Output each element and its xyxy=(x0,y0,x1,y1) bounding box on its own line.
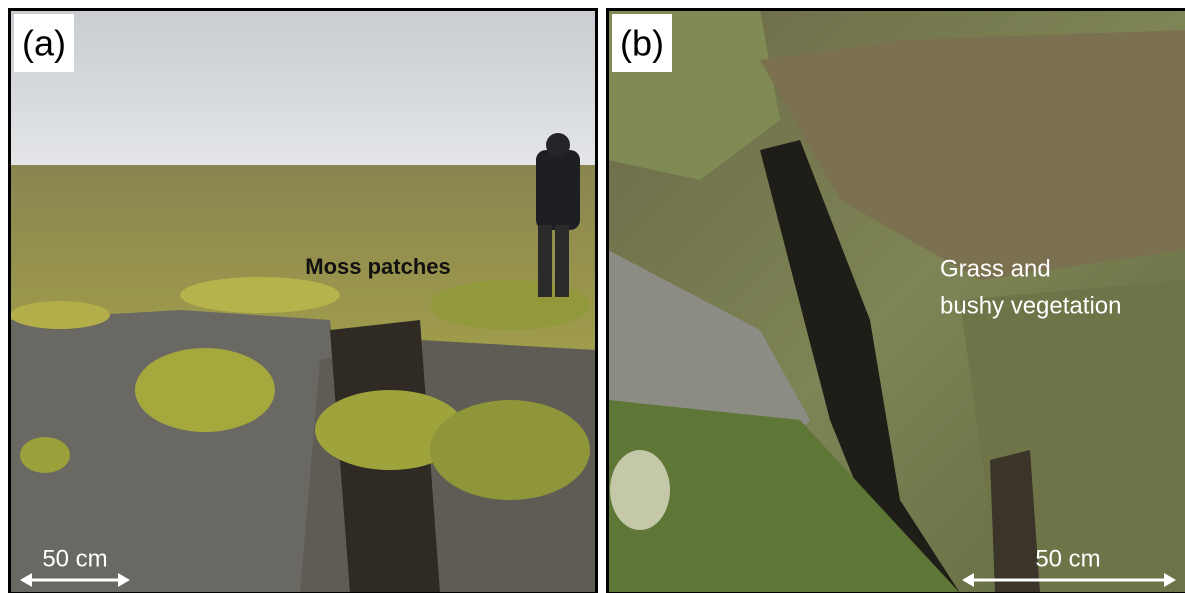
photo-b xyxy=(608,10,1185,593)
panel-label: (a) xyxy=(22,23,66,64)
annotation: Moss patches xyxy=(305,254,451,279)
scale-label: 50 cm xyxy=(1035,545,1100,572)
scale-bar xyxy=(20,573,1176,587)
panel-border xyxy=(606,8,1185,593)
annotation: Grass and xyxy=(940,255,1051,282)
panel-border xyxy=(8,8,598,593)
panel-label-bg xyxy=(14,14,74,72)
scale-label: 50 cm xyxy=(42,545,107,572)
panel-label-bg xyxy=(612,14,672,72)
annotation: bushy vegetation xyxy=(940,292,1121,319)
panel-label: (b) xyxy=(620,23,664,64)
photo-a xyxy=(10,10,596,593)
